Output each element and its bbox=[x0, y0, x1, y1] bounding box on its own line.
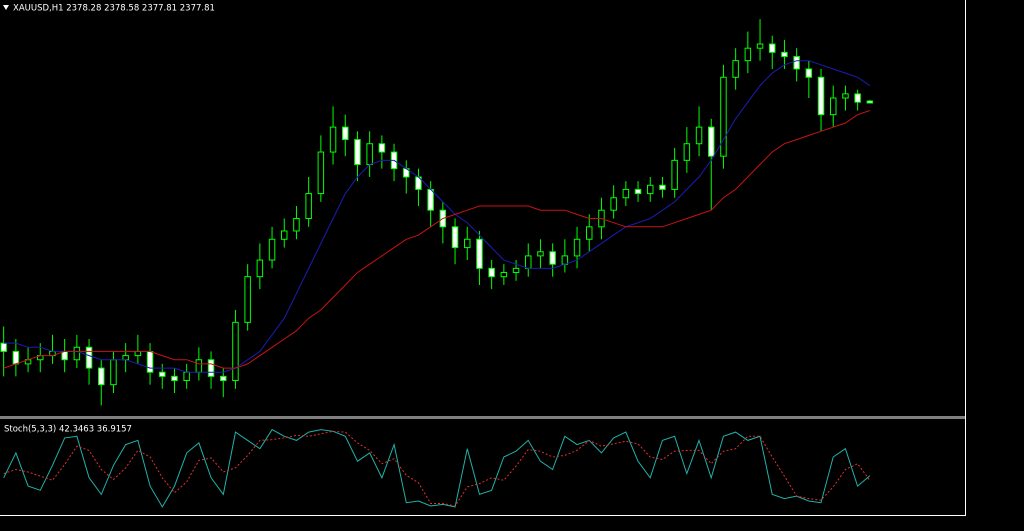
candle-body bbox=[525, 255, 532, 269]
candle-body bbox=[537, 251, 544, 257]
candle-body bbox=[207, 359, 215, 377]
candle-body bbox=[817, 76, 825, 116]
candle-body bbox=[256, 259, 264, 278]
candle-body bbox=[854, 93, 861, 103]
candle-body bbox=[305, 193, 312, 220]
candle-body bbox=[829, 97, 837, 116]
candle-body bbox=[451, 226, 459, 249]
candle-body bbox=[293, 218, 300, 232]
candle-body bbox=[622, 188, 630, 199]
candle-body bbox=[500, 272, 508, 278]
candle-body bbox=[122, 355, 129, 361]
candle-body bbox=[281, 230, 288, 240]
symbol-menu-icon[interactable] bbox=[3, 5, 9, 10]
candle-body bbox=[634, 188, 642, 195]
candle-body bbox=[695, 126, 703, 145]
candle-body bbox=[317, 151, 325, 195]
candle-body bbox=[342, 126, 349, 141]
candle-body bbox=[488, 267, 495, 278]
candle-body bbox=[512, 267, 520, 274]
candle-body bbox=[73, 346, 81, 361]
candle-body bbox=[549, 251, 556, 265]
candle-body bbox=[720, 76, 727, 157]
candle-body bbox=[744, 47, 752, 62]
series-line bbox=[3, 60, 871, 373]
candle-body bbox=[464, 238, 471, 249]
candle-body bbox=[146, 350, 154, 373]
candle-body bbox=[220, 375, 227, 382]
candle-body bbox=[561, 255, 569, 265]
candle-body bbox=[427, 188, 434, 211]
candle-body bbox=[85, 346, 93, 369]
candle-body bbox=[171, 375, 178, 382]
candle-body bbox=[98, 367, 105, 386]
candle-body bbox=[732, 60, 739, 78]
candle-body bbox=[647, 184, 654, 195]
candle-body bbox=[61, 350, 68, 361]
candle-body bbox=[268, 238, 276, 261]
candle-body bbox=[378, 143, 386, 153]
candle-body bbox=[842, 93, 849, 99]
candle-body bbox=[366, 143, 373, 166]
candle-body bbox=[756, 43, 764, 49]
candle-body bbox=[159, 371, 166, 377]
candle-body bbox=[244, 276, 251, 323]
series-line bbox=[3, 110, 870, 369]
candle-body bbox=[708, 126, 715, 157]
candle-body bbox=[781, 51, 788, 57]
candle-body bbox=[110, 359, 117, 386]
candle-body bbox=[866, 100, 874, 104]
candle-body bbox=[195, 359, 203, 373]
candle-body bbox=[134, 350, 142, 357]
candle-body bbox=[354, 139, 361, 166]
candle-body bbox=[586, 226, 593, 240]
candle-body bbox=[683, 143, 691, 161]
candle-body bbox=[232, 321, 239, 382]
candle-body bbox=[805, 68, 813, 78]
candle-body bbox=[476, 238, 483, 269]
candle-body bbox=[659, 184, 666, 190]
candle-body bbox=[329, 126, 337, 153]
candle-body bbox=[12, 350, 20, 365]
marks-layer bbox=[0, 19, 874, 508]
candle-body bbox=[671, 159, 678, 190]
candle-body bbox=[573, 238, 581, 257]
candle-body bbox=[793, 55, 800, 70]
candle-body bbox=[610, 197, 617, 211]
candle-body bbox=[0, 342, 7, 352]
indicator-title: Stoch(5,3,3) 42.3463 36.9157 bbox=[4, 425, 132, 435]
candle-body bbox=[768, 43, 776, 53]
series-line bbox=[3, 428, 871, 508]
candle-body bbox=[183, 371, 190, 382]
chart-title: XAUUSD,H1 2378.28 2378.58 2377.81 2377.8… bbox=[13, 4, 215, 14]
